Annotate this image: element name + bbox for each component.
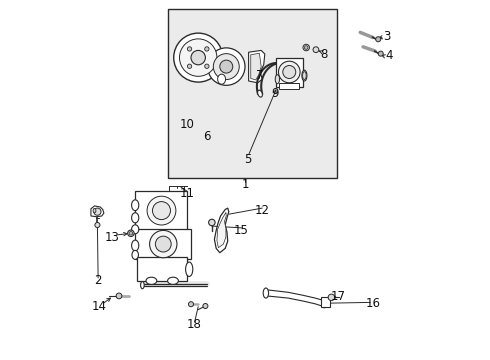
Circle shape [174,33,222,82]
Circle shape [187,47,192,51]
Circle shape [205,47,209,51]
Polygon shape [217,212,226,248]
Bar [321,297,330,307]
Text: 10: 10 [180,118,195,131]
Text: 4: 4 [385,49,393,62]
Polygon shape [251,53,261,80]
Bar [135,229,191,259]
Circle shape [94,208,101,215]
Text: 5: 5 [244,153,251,166]
Text: 9: 9 [271,87,278,100]
Text: 1: 1 [241,178,249,191]
Text: 2: 2 [95,274,102,287]
Text: 3: 3 [384,30,391,42]
Circle shape [209,219,215,226]
Ellipse shape [218,74,225,84]
Circle shape [95,222,100,228]
Circle shape [205,64,209,68]
Polygon shape [215,208,229,253]
Ellipse shape [302,70,307,81]
Circle shape [149,230,177,258]
Text: 14: 14 [92,300,107,313]
Circle shape [189,302,194,307]
Circle shape [187,64,192,68]
Polygon shape [248,50,265,83]
Bar [135,191,187,230]
Circle shape [213,54,239,80]
Ellipse shape [303,72,306,80]
Circle shape [278,61,300,83]
Text: 15: 15 [234,224,249,237]
Circle shape [304,46,308,49]
Bar [168,9,337,178]
Text: 18: 18 [187,318,202,331]
Circle shape [208,48,245,85]
Text: 17: 17 [331,291,346,303]
Ellipse shape [132,225,139,234]
Bar [279,83,299,89]
Circle shape [203,303,208,309]
Text: 7: 7 [256,69,263,82]
Circle shape [155,236,171,252]
Ellipse shape [186,262,193,276]
Circle shape [127,230,134,237]
Polygon shape [91,206,104,217]
Circle shape [378,51,383,56]
Ellipse shape [132,240,139,251]
Circle shape [313,47,319,53]
Text: 12: 12 [255,204,270,217]
Ellipse shape [132,200,139,211]
Text: 11: 11 [180,187,195,200]
Text: 16: 16 [366,297,381,310]
Circle shape [129,231,133,235]
Ellipse shape [93,208,96,213]
Circle shape [303,44,310,51]
Ellipse shape [132,251,139,259]
Ellipse shape [168,277,178,284]
Ellipse shape [263,288,269,298]
Text: 8: 8 [320,48,328,61]
Circle shape [191,50,205,65]
Ellipse shape [258,90,262,97]
Circle shape [376,37,381,42]
Circle shape [179,39,217,76]
Circle shape [116,293,122,299]
Bar [276,58,303,87]
Ellipse shape [275,75,280,84]
Circle shape [283,66,296,78]
Circle shape [152,202,171,220]
Ellipse shape [141,282,144,289]
Ellipse shape [132,213,139,223]
Ellipse shape [146,277,157,284]
Ellipse shape [322,300,326,308]
Circle shape [328,294,335,301]
Text: 13: 13 [105,231,120,244]
Text: 6: 6 [203,130,211,143]
Bar [137,257,187,281]
Circle shape [147,196,176,225]
Circle shape [220,60,233,73]
